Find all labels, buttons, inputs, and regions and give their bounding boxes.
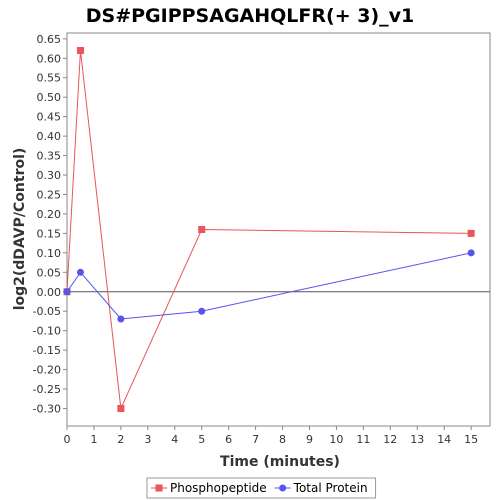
x-tick-label: 8 (279, 433, 286, 446)
x-tick-label: 11 (356, 433, 370, 446)
total-protein-point (76, 268, 84, 276)
y-axis-label: log2(dDAVP/Control) (12, 148, 28, 311)
y-tick-label: -0.15 (33, 344, 61, 357)
total-protein-legend-label: Total Protein (293, 481, 368, 495)
y-tick-label: 0.00 (37, 286, 62, 299)
y-tick-label: 0.15 (37, 227, 62, 240)
x-tick-label: 0 (64, 433, 71, 446)
y-tick-label: 0.65 (37, 33, 62, 46)
x-tick-label: 6 (225, 433, 232, 446)
phosphopeptide-point (117, 404, 125, 412)
x-tick-label: 10 (329, 433, 343, 446)
legend: Phosphopeptide Total Protein (146, 477, 377, 499)
x-tick-label: 9 (306, 433, 313, 446)
x-tick-label: 7 (252, 433, 259, 446)
y-tick-label: -0.05 (33, 305, 61, 318)
total-protein-point (467, 249, 475, 257)
x-axis: 0 1 2 3 4 5 6 7 8 9 10 11 12 13 14 15 (64, 426, 478, 446)
x-tick-label: 5 (198, 433, 205, 446)
y-tick-label: 0.60 (37, 52, 62, 65)
total-protein-point (198, 307, 206, 315)
x-tick-label: 3 (144, 433, 151, 446)
x-tick-label: 4 (171, 433, 178, 446)
x-tick-label: 12 (383, 433, 397, 446)
phosphopeptide-point (76, 47, 84, 55)
y-tick-label: 0.25 (37, 188, 62, 201)
y-tick-label: -0.30 (33, 402, 61, 415)
phosphopeptide-point (467, 229, 475, 237)
chart-title: DS#PGIPPSAGAHQLFR(+ 3)_v1 (86, 5, 415, 27)
total-protein-point (117, 315, 125, 323)
y-tick-label: -0.10 (33, 325, 61, 338)
y-tick-label: 0.30 (37, 169, 62, 182)
x-tick-label: 2 (117, 433, 124, 446)
y-tick-label: 0.45 (37, 111, 62, 124)
plot-area (66, 32, 491, 427)
x-tick-label: 1 (90, 433, 97, 446)
series-layer (63, 47, 475, 412)
y-tick-label: -0.20 (33, 364, 61, 377)
y-tick-label: 0.10 (37, 247, 62, 260)
phosphopeptide-legend-label: Phosphopeptide (170, 481, 267, 495)
y-tick-label: 0.35 (37, 150, 62, 163)
y-tick-label: 0.05 (37, 266, 62, 279)
y-tick-label: 0.20 (37, 208, 62, 221)
y-tick-label: 0.40 (37, 130, 62, 143)
y-axis: 0.65 0.60 0.55 0.50 0.45 0.40 0.35 0.30 0.25 0.20… (33, 33, 67, 415)
x-tick-label: 13 (410, 433, 424, 446)
x-axis-label: Time (minutes) (220, 454, 340, 470)
y-tick-label: 0.50 (37, 91, 62, 104)
y-tick-label: 0.55 (37, 72, 62, 85)
y-tick-label: -0.25 (33, 383, 61, 396)
legend-box (146, 477, 377, 499)
x-tick-label: 15 (464, 433, 478, 446)
x-tick-label: 14 (437, 433, 451, 446)
phosphopeptide-legend-marker (155, 484, 163, 492)
total-protein-point (63, 288, 71, 296)
total-protein-legend-marker (279, 484, 287, 492)
phosphopeptide-point (198, 226, 206, 233)
